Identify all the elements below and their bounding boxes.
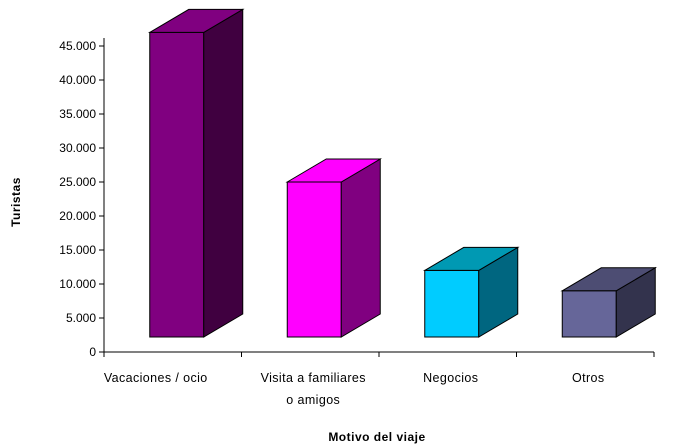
- y-tick-label: 0: [89, 345, 96, 359]
- labels: 0 5.000 10.000 15.000 20.000 25.000 30.000 35.0…: [59, 39, 604, 407]
- bar-top: [422, 246, 520, 271]
- y-tick-label: 5.000: [66, 311, 96, 325]
- x-category-label: Vacaciones / ocio: [104, 371, 208, 385]
- y-tick-label: 45.000: [59, 39, 96, 53]
- bar: [285, 158, 383, 338]
- y-tick-label: 25.000: [59, 175, 96, 189]
- x-category-label: o amigos: [286, 393, 340, 407]
- y-tick-label: 30.000: [59, 141, 96, 155]
- bars: [147, 8, 658, 338]
- x-category-label: Negocios: [423, 371, 478, 385]
- y-tick-label: 20.000: [59, 209, 96, 223]
- bar-front: [424, 269, 480, 338]
- y-tick-label: 10.000: [59, 277, 96, 291]
- bar-top: [147, 8, 245, 33]
- bar-front: [149, 31, 205, 338]
- y-tick-label: 35.000: [59, 107, 96, 121]
- bar-side: [203, 8, 244, 338]
- bar: [560, 266, 658, 338]
- bar-top: [285, 158, 383, 183]
- y-tick-label: 40.000: [59, 73, 96, 87]
- x-category-label: Visita a familiares: [261, 371, 366, 385]
- bar-front: [286, 181, 342, 338]
- bar-front: [561, 290, 617, 338]
- axes: [99, 38, 655, 357]
- x-category-label: Otros: [572, 371, 605, 385]
- y-axis-title: Turistas: [9, 177, 23, 227]
- bar-top: [560, 267, 658, 292]
- y-tick-label: 15.000: [59, 243, 96, 257]
- bar: [147, 8, 245, 338]
- bar-side: [340, 158, 381, 338]
- x-axis-title: Motivo del viaje: [328, 430, 425, 444]
- bar: [422, 246, 520, 338]
